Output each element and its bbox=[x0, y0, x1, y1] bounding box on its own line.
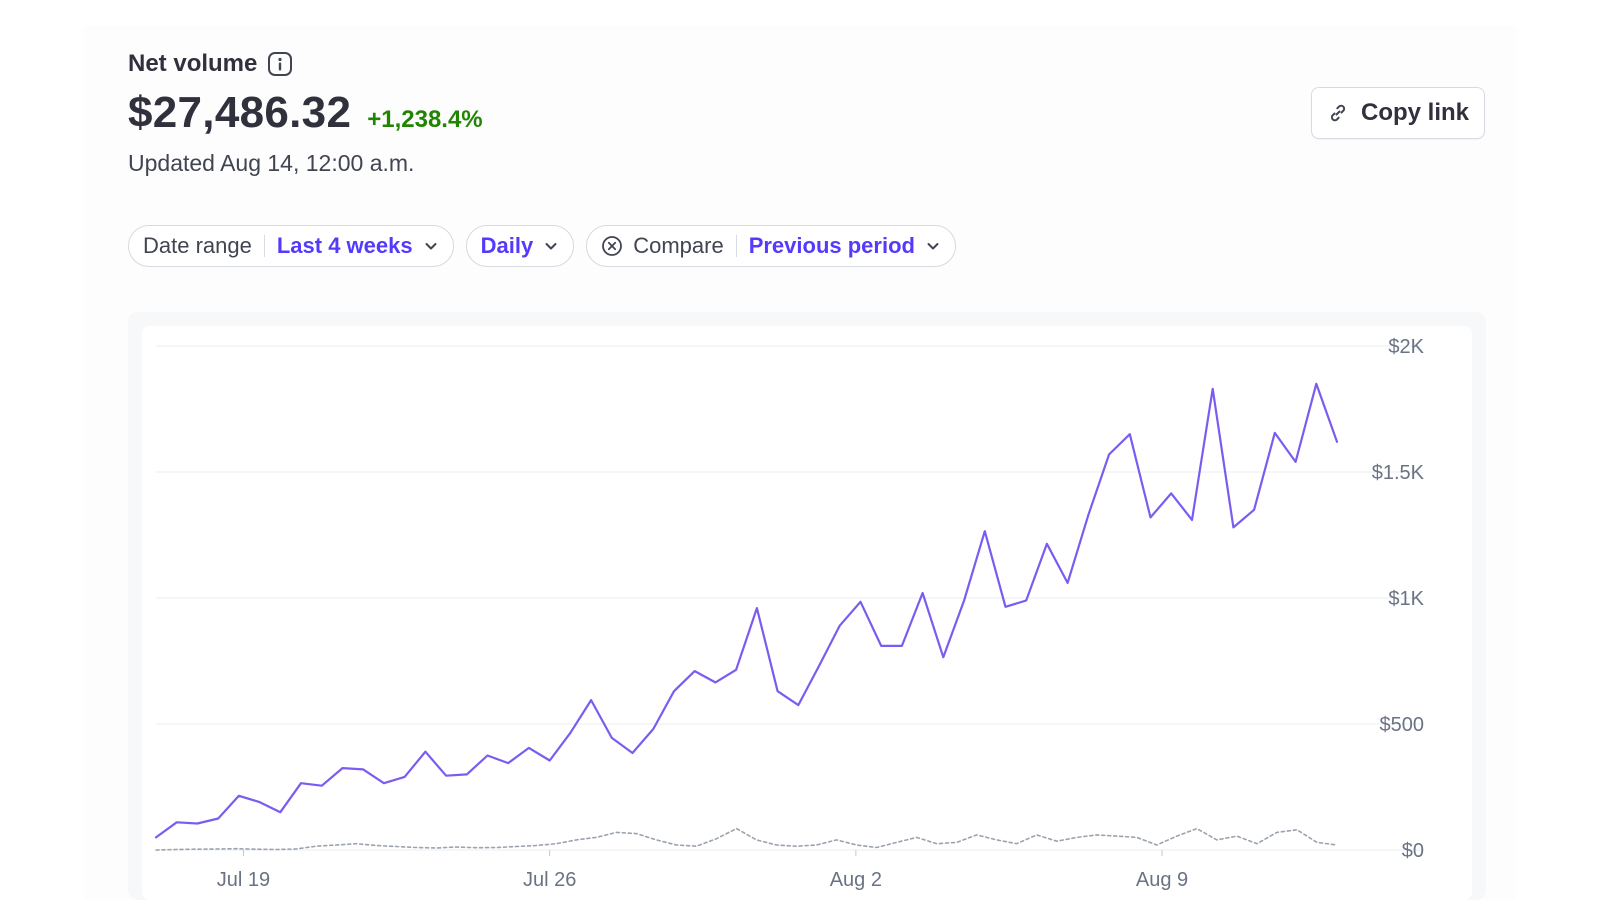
amount-row: $27,486.32 +1,238.4% bbox=[128, 88, 483, 138]
y-tick-label: $2K bbox=[1388, 336, 1424, 358]
chart-container: $2K $1.5K $1K $500 $0 Jul 19 Jul 26 Aug 2 Aug 9 bbox=[128, 312, 1486, 900]
date-range-value: Last 4 weeks bbox=[276, 233, 413, 258]
x-tick-label: Aug 9 bbox=[1136, 869, 1188, 891]
interval-filter[interactable]: Daily bbox=[465, 225, 575, 267]
x-tick-label: Jul 19 bbox=[217, 869, 270, 891]
interval-value: Daily bbox=[480, 233, 534, 258]
x-tick-label: Aug 2 bbox=[830, 869, 882, 891]
net-volume-chart[interactable]: $2K $1.5K $1K $500 $0 Jul 19 Jul 26 Aug 2 Aug 9 bbox=[142, 326, 1472, 900]
series-line-current bbox=[154, 382, 1339, 839]
title-row: Net volume bbox=[128, 50, 293, 78]
link-icon bbox=[1327, 102, 1349, 124]
series-line-previous bbox=[155, 827, 1338, 851]
date-range-filter[interactable]: Date range Last 4 weeks bbox=[128, 225, 454, 267]
chevron-down-icon bbox=[423, 238, 439, 254]
y-tick-label: $1.5K bbox=[1372, 462, 1425, 484]
divider bbox=[735, 235, 737, 257]
compare-filter[interactable]: Compare Previous period bbox=[586, 225, 956, 267]
updated-timestamp: Updated Aug 14, 12:00 a.m. bbox=[128, 150, 415, 176]
y-tick-label: $1K bbox=[1388, 588, 1424, 610]
chart-panel: $2K $1.5K $1K $500 $0 Jul 19 Jul 26 Aug 2 Aug 9 bbox=[142, 326, 1472, 900]
page-title: Net volume bbox=[128, 50, 258, 77]
filter-bar: Date range Last 4 weeks Daily Compare Pr… bbox=[128, 225, 956, 267]
divider bbox=[263, 235, 265, 257]
y-tick-label: $500 bbox=[1380, 714, 1425, 736]
change-percentage: +1,238.4% bbox=[367, 106, 483, 133]
date-range-label: Date range bbox=[143, 233, 252, 258]
x-tick-label: Jul 26 bbox=[523, 869, 576, 891]
y-tick-label: $0 bbox=[1402, 840, 1424, 862]
info-icon[interactable] bbox=[267, 51, 293, 77]
chevron-down-icon bbox=[543, 238, 559, 254]
chevron-down-icon bbox=[925, 238, 941, 254]
net-volume-amount: $27,486.32 bbox=[128, 88, 352, 137]
compare-label: Compare bbox=[633, 233, 724, 258]
close-circle-icon[interactable] bbox=[601, 235, 623, 257]
copy-link-label: Copy link bbox=[1360, 99, 1469, 126]
compare-value: Previous period bbox=[748, 233, 915, 258]
copy-link-button[interactable]: Copy link bbox=[1311, 87, 1485, 139]
